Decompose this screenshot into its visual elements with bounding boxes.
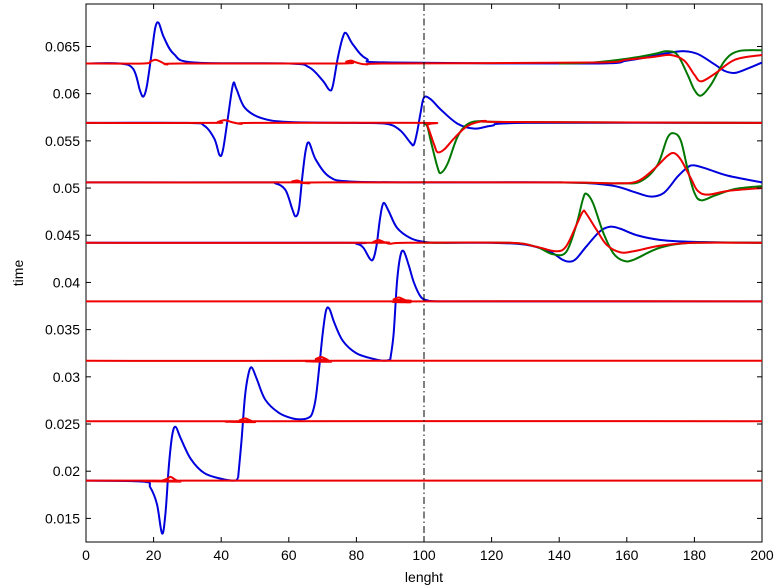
y-tick-label: 0.03 bbox=[53, 369, 80, 385]
series-red-line-6-4 bbox=[85, 209, 763, 254]
y-tick-label: 0.035 bbox=[45, 322, 80, 338]
y-tick-label: 0.05 bbox=[53, 180, 80, 196]
y-tick-label: 0.025 bbox=[45, 416, 80, 432]
plot-area bbox=[85, 3, 763, 543]
y-tick-label: 0.065 bbox=[45, 38, 80, 54]
series-blue-line-0-1 bbox=[237, 306, 391, 478]
ticks-layer: 0 20 40 60 80 100 120 140 160 180 200 0.015 0.02 0.02… bbox=[45, 4, 774, 563]
y-axis-label: time bbox=[10, 260, 26, 287]
series-red-line-6-6 bbox=[85, 119, 763, 154]
y-tick-label: 0.02 bbox=[53, 463, 80, 479]
series-red-line-6-3 bbox=[85, 296, 763, 304]
curves-layer bbox=[85, 21, 763, 535]
x-tick-label: 100 bbox=[412, 547, 436, 563]
y-tick-label: 0.04 bbox=[53, 274, 80, 290]
y-tick-label: 0.045 bbox=[45, 227, 80, 243]
x-tick-label: 140 bbox=[548, 547, 572, 563]
x-tick-label: 0 bbox=[82, 547, 90, 563]
x-tick-label: 160 bbox=[615, 547, 639, 563]
series-blue-line-3-0 bbox=[85, 81, 763, 158]
series-green-line-5-1 bbox=[423, 192, 763, 263]
series-blue-line-0-2 bbox=[389, 249, 762, 360]
y-tick-label: 0.055 bbox=[45, 133, 80, 149]
x-tick-label: 60 bbox=[281, 547, 297, 563]
series-red-line-6-1 bbox=[85, 417, 763, 424]
x-tick-label: 20 bbox=[146, 547, 162, 563]
x-tick-label: 180 bbox=[683, 547, 707, 563]
series-red-line-6-5 bbox=[85, 151, 763, 196]
y-tick-label: 0.06 bbox=[53, 86, 80, 102]
series-blue-line-0-0 bbox=[85, 425, 239, 535]
series-green-line-5-2 bbox=[559, 132, 763, 202]
x-tick-label: 200 bbox=[750, 547, 774, 563]
y-tick-label: 0.015 bbox=[45, 510, 80, 526]
x-axis-label: lenght bbox=[405, 569, 443, 585]
series-red-line-6-7 bbox=[85, 53, 763, 83]
x-tick-label: 120 bbox=[480, 547, 504, 563]
series-red-line-6-2 bbox=[85, 356, 763, 363]
series-red-line-6-0 bbox=[86, 475, 763, 483]
x-tick-label: 80 bbox=[349, 547, 365, 563]
x-tick-label: 40 bbox=[213, 547, 229, 563]
